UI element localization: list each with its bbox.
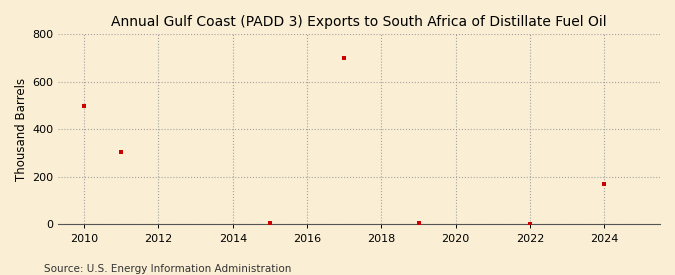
Point [79, 103, 90, 108]
Point [599, 182, 610, 186]
Title: Annual Gulf Coast (PADD 3) Exports to South Africa of Distillate Fuel Oil: Annual Gulf Coast (PADD 3) Exports to So… [111, 15, 607, 29]
Y-axis label: Thousand Barrels: Thousand Barrels [15, 78, 28, 181]
Point [413, 221, 424, 226]
Point [116, 150, 127, 154]
Point [265, 221, 275, 226]
Point [339, 56, 350, 60]
Point [524, 221, 535, 226]
Text: Source: U.S. Energy Information Administration: Source: U.S. Energy Information Administ… [44, 264, 291, 274]
